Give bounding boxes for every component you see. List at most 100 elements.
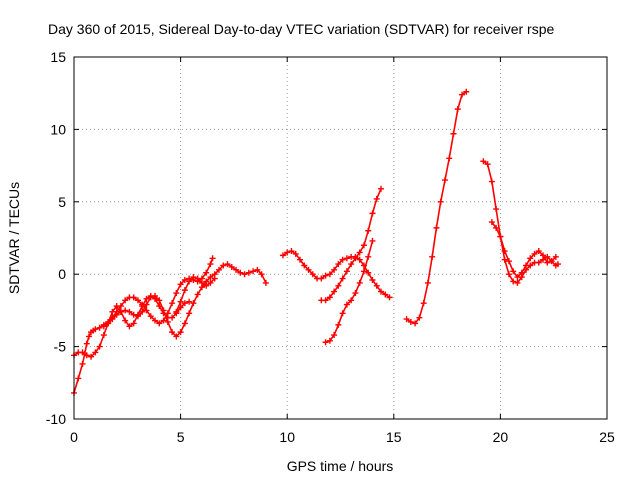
data-point-marker (228, 263, 235, 270)
data-point-marker (130, 311, 137, 318)
x-tick-label: 20 (493, 429, 509, 445)
data-point-marker (173, 308, 180, 315)
data-point-marker (134, 297, 141, 304)
data-point-marker (292, 250, 299, 257)
data-point-marker (85, 333, 92, 340)
data-point-marker (169, 300, 176, 307)
data-point-marker (160, 317, 167, 324)
data-point-marker (126, 308, 133, 315)
data-point-marker (186, 298, 193, 305)
data-point-marker (488, 178, 495, 185)
data-point-marker (134, 313, 141, 320)
data-point-marker (326, 271, 333, 278)
y-tick-label: 5 (58, 194, 66, 210)
data-point-marker (446, 155, 453, 162)
data-point-marker (177, 281, 184, 288)
data-point-marker (105, 320, 112, 327)
data-point-marker (147, 294, 154, 301)
data-point-marker (454, 106, 461, 113)
data-point-marker (518, 269, 525, 276)
data-point-marker (356, 249, 363, 256)
data-point-marker (177, 298, 184, 305)
data-point-marker (296, 256, 303, 263)
data-point-marker (100, 323, 107, 330)
data-point-marker (309, 271, 316, 278)
data-point-marker (348, 297, 355, 304)
x-tick-label: 25 (599, 429, 615, 445)
data-point-marker (378, 185, 385, 192)
data-point-marker (152, 292, 159, 299)
series-track-8 (403, 88, 470, 327)
chart-title: Day 360 of 2015, Sidereal Day-to-day VTE… (48, 21, 554, 37)
data-point-marker (505, 258, 512, 265)
data-point-marker (331, 288, 338, 295)
data-point-marker (493, 206, 500, 213)
data-point-marker (262, 279, 269, 286)
data-point-marker (156, 297, 163, 304)
x-axis-label: GPS time / hours (287, 458, 394, 474)
data-point-marker (173, 333, 180, 340)
data-point-marker (365, 227, 372, 234)
data-point-marker (143, 301, 150, 308)
data-point-marker (514, 279, 521, 286)
data-point-marker (522, 262, 529, 269)
data-point-marker (130, 320, 137, 327)
y-tick-label: -5 (54, 339, 67, 355)
data-point-marker (79, 360, 86, 367)
series-track-7 (322, 237, 376, 346)
data-point-marker (535, 248, 542, 255)
data-point-marker (305, 266, 312, 273)
data-point-marker (360, 242, 367, 249)
data-point-marker (501, 256, 508, 263)
x-tick-label: 5 (177, 429, 185, 445)
data-point-marker (335, 321, 342, 328)
data-point-marker (339, 275, 346, 282)
x-tick-label: 10 (279, 429, 295, 445)
data-point-marker (360, 268, 367, 275)
data-point-marker (194, 275, 201, 282)
data-point-marker (348, 261, 355, 268)
data-point-marker (450, 130, 457, 137)
data-point-marker (194, 291, 201, 298)
data-point-marker (527, 255, 534, 262)
series-track-4 (173, 274, 218, 315)
data-point-marker (92, 349, 99, 356)
data-point-marker (173, 290, 180, 297)
data-point-marker (233, 266, 240, 273)
data-point-marker (510, 268, 517, 275)
data-point-marker (352, 255, 359, 262)
data-point-marker (284, 249, 291, 256)
data-point-marker (160, 307, 167, 314)
data-point-marker (544, 259, 551, 266)
data-point-marker (164, 318, 171, 325)
data-series (71, 88, 561, 396)
data-point-marker (224, 261, 231, 268)
series-line (325, 240, 374, 344)
data-point-marker (143, 307, 150, 314)
data-point-marker (152, 317, 159, 324)
data-point-marker (505, 271, 512, 278)
data-point-marker (429, 253, 436, 260)
series-line (491, 221, 557, 278)
data-point-marker (548, 258, 555, 265)
data-point-marker (493, 224, 500, 231)
data-point-marker (459, 91, 466, 98)
data-point-marker (198, 279, 205, 286)
data-point-marker (544, 253, 551, 260)
data-point-marker (335, 261, 342, 268)
data-point-marker (322, 272, 329, 279)
y-tick-label: -10 (46, 411, 66, 427)
data-point-marker (209, 255, 216, 262)
data-point-marker (186, 278, 193, 285)
data-point-marker (412, 320, 419, 327)
data-point-marker (143, 295, 150, 302)
series-line (175, 276, 216, 313)
data-point-marker (83, 340, 90, 347)
data-point-marker (365, 253, 372, 260)
data-point-marker (122, 307, 129, 314)
data-point-marker (186, 310, 193, 317)
data-point-marker (356, 279, 363, 286)
data-point-marker (75, 375, 82, 382)
data-point-marker (554, 261, 561, 268)
data-point-marker (552, 253, 559, 260)
